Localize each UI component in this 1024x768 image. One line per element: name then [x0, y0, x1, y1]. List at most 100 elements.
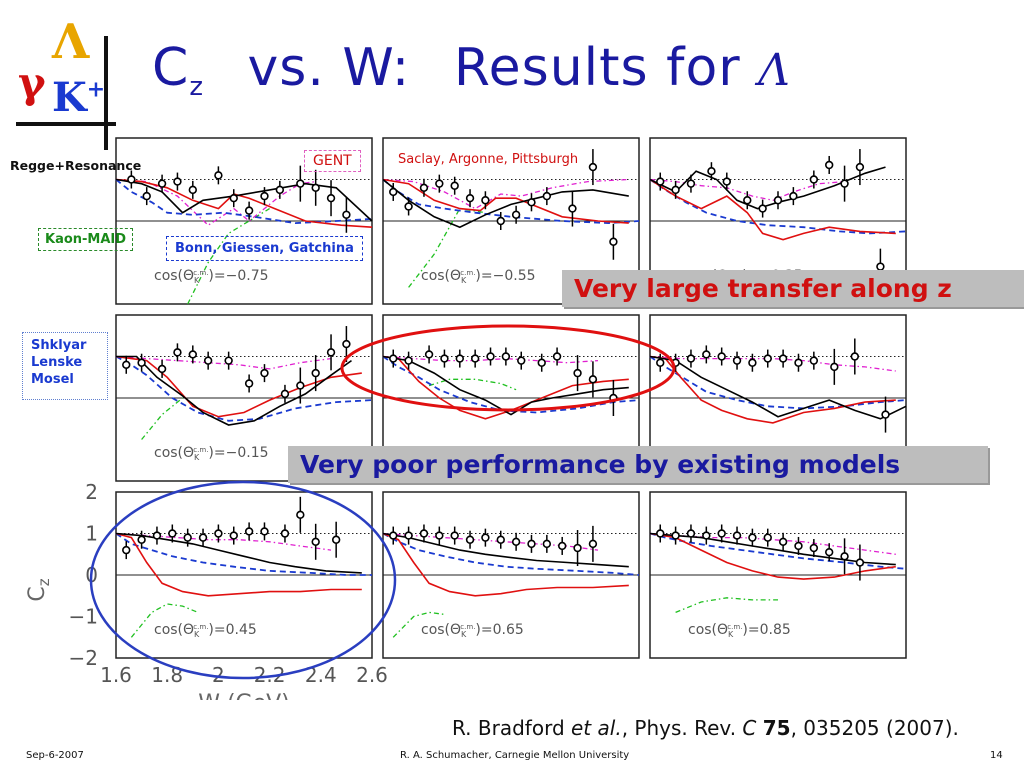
data-point — [656, 529, 665, 538]
data-point — [511, 210, 521, 219]
data-point — [732, 531, 742, 540]
data-point — [404, 531, 413, 540]
data-point — [486, 352, 495, 361]
data-point — [188, 350, 198, 359]
data-point — [465, 193, 475, 203]
data-point — [517, 356, 526, 365]
label-shklyar-lenske-mosel: Shklyar Lenske Mosel — [22, 332, 108, 400]
data-point — [419, 183, 429, 193]
data-point — [342, 210, 351, 219]
panel-angle-label: cos(ΘKc.m.)=0.85 — [688, 622, 791, 639]
model-curve-black — [116, 355, 352, 426]
data-point — [527, 539, 536, 549]
data-point — [527, 198, 536, 207]
logo-kaon: K+ — [52, 74, 105, 121]
label-gent: GENT — [304, 150, 361, 172]
footer-page-number: 14 — [990, 750, 1003, 761]
citation-journal: , Phys. Rev. — [621, 716, 743, 740]
panel-angle-label: cos(ΘKc.m.)=−0.15 — [154, 445, 269, 462]
model-curve-red — [115, 532, 362, 597]
title-lambda: Λ — [758, 45, 791, 96]
callout-large-transfer: Very large transfer along z — [562, 270, 1024, 307]
data-point — [296, 510, 305, 520]
data-point — [296, 179, 305, 188]
panel-angle-label: cos(ΘKc.m.)=0.45 — [154, 622, 257, 639]
citation-pages: , 035205 (2007). — [790, 716, 959, 740]
data-point — [686, 179, 696, 188]
title-results: Results for — [453, 38, 741, 98]
data-point — [789, 191, 798, 201]
data-point — [157, 364, 167, 374]
data-point — [214, 171, 223, 180]
data-point — [778, 354, 788, 363]
data-point — [455, 354, 464, 363]
x-tick-label: 2.4 — [305, 663, 337, 687]
label-regge-resonance: Regge+Resonance — [10, 158, 142, 173]
data-point — [588, 162, 598, 172]
data-point — [465, 535, 475, 544]
model-curve-black — [382, 532, 629, 568]
data-point — [686, 529, 696, 538]
data-point — [137, 358, 146, 367]
panel-angle-label: cos(ΘKc.m.)=−0.75 — [154, 268, 269, 285]
data-point — [743, 196, 752, 205]
data-point — [470, 354, 480, 363]
data-point — [440, 354, 449, 363]
data-point — [840, 179, 849, 188]
model-curve-green — [675, 597, 778, 614]
data-point — [404, 356, 413, 365]
data-point — [168, 529, 177, 538]
model-curve-blue — [649, 355, 907, 410]
data-point — [656, 177, 665, 186]
data-point — [435, 179, 444, 188]
model-curve-magenta — [115, 532, 332, 551]
data-point — [702, 531, 711, 540]
label-bonn-giessen-gatchina: Bonn, Giessen, Gatchina — [166, 236, 363, 261]
data-point — [260, 191, 269, 201]
data-point — [722, 177, 731, 186]
data-point — [496, 535, 505, 544]
data-point — [748, 358, 757, 367]
data-point — [824, 547, 834, 557]
data-point — [686, 354, 696, 363]
data-point — [588, 539, 598, 549]
data-point — [573, 543, 582, 553]
data-point — [778, 537, 788, 546]
data-point — [481, 196, 490, 205]
data-point — [481, 533, 490, 542]
y-tick-label: −2 — [69, 646, 98, 670]
model-curve-magenta — [115, 178, 316, 227]
title-c-subscript: z — [189, 72, 204, 102]
data-point — [656, 358, 665, 367]
model-curve-black — [382, 355, 629, 416]
model-curve-blue — [382, 532, 640, 576]
data-point — [296, 381, 305, 390]
logo-divider-horizontal — [16, 122, 116, 126]
data-point — [419, 529, 429, 538]
citation-etal: et al. — [571, 716, 622, 740]
data-point — [568, 204, 577, 213]
model-curve-magenta — [382, 355, 599, 364]
y-tick-label: −1 — [69, 605, 98, 629]
x-tick-label: 2 — [212, 663, 225, 687]
data-point — [326, 193, 336, 203]
data-point — [542, 539, 552, 549]
x-tick-label: 1.6 — [100, 663, 132, 687]
logo-kaon-charge: + — [86, 76, 106, 103]
data-point — [763, 354, 772, 363]
label-saclay-argonne-pittsburgh: Saclay, Argonne, Pittsburgh — [398, 152, 579, 167]
data-point — [435, 531, 444, 540]
data-point — [389, 187, 398, 197]
data-point — [588, 375, 598, 384]
data-point — [198, 533, 208, 542]
title-vs: vs. W: — [247, 38, 411, 98]
data-point — [260, 527, 269, 536]
data-point — [188, 185, 198, 195]
data-point — [326, 348, 336, 357]
data-point — [224, 356, 233, 365]
highlight-ellipse-red — [340, 324, 676, 412]
data-point — [280, 529, 290, 538]
data-point — [127, 175, 136, 184]
citation-volume: 75 — [762, 716, 791, 740]
data-point — [311, 368, 320, 378]
